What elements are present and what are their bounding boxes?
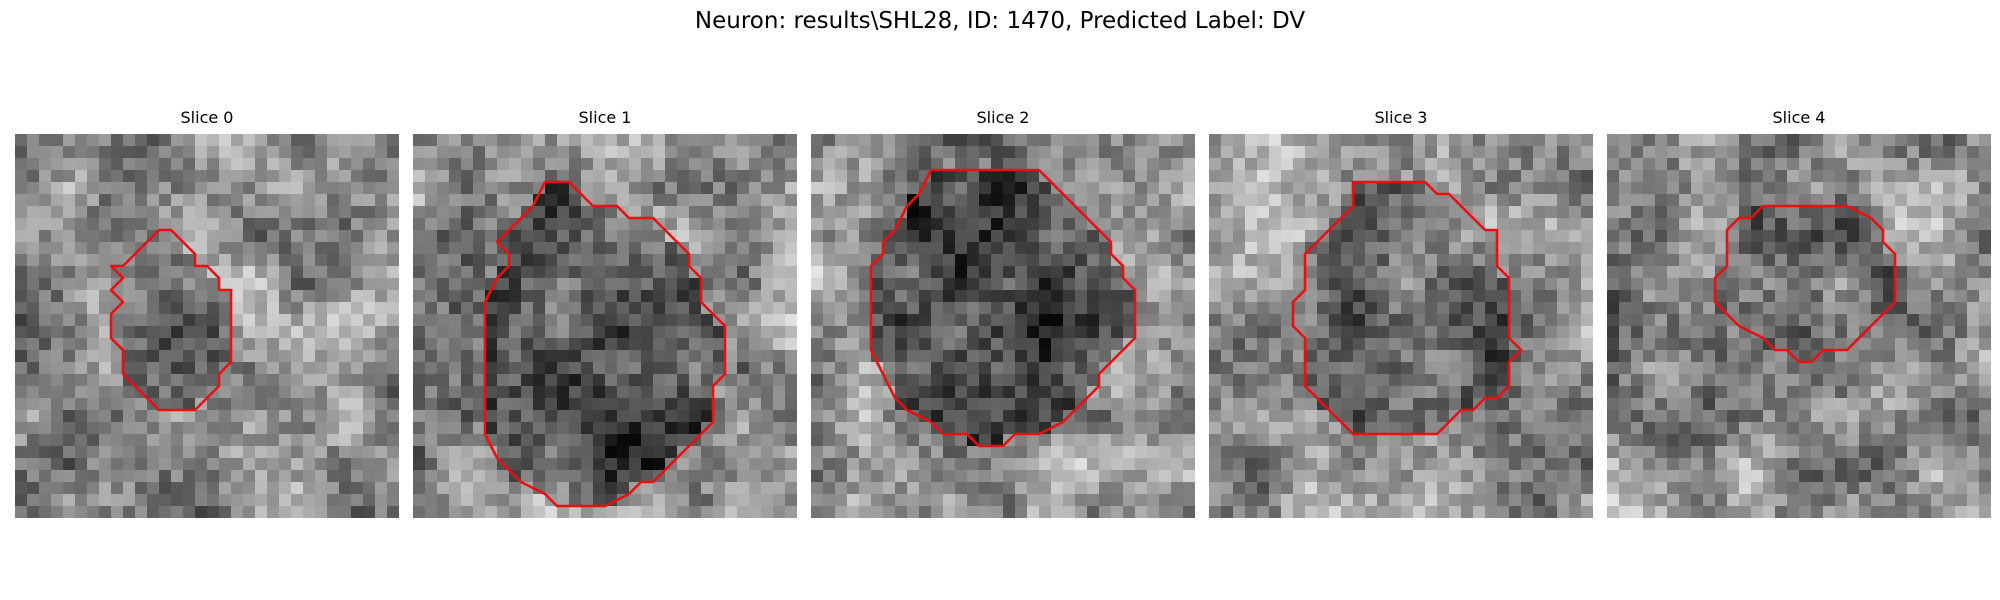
contour-overlay — [109, 228, 233, 412]
slice-title: Slice 0 — [180, 108, 234, 127]
slice-title: Slice 3 — [1374, 108, 1428, 127]
neuron-contour — [109, 228, 233, 412]
neuron-contour — [1291, 180, 1523, 436]
slice-panel-0: Slice 0 — [15, 108, 399, 518]
slice-panel-1: Slice 1 — [413, 108, 797, 518]
contour-overlay — [1713, 204, 1897, 364]
slice-title: Slice 4 — [1772, 108, 1826, 127]
slice-title: Slice 1 — [578, 108, 632, 127]
slice-texture — [15, 134, 399, 518]
slice-panel-4: Slice 4 — [1607, 108, 1991, 518]
slice-texture — [1209, 134, 1593, 518]
slice-image — [15, 134, 399, 518]
slice-panel-2: Slice 2 — [811, 108, 1195, 518]
slice-panel-3: Slice 3 — [1209, 108, 1593, 518]
contour-overlay — [869, 168, 1137, 448]
contour-overlay — [1291, 180, 1523, 436]
neuron-contour — [1713, 204, 1897, 364]
figure-title: Neuron: results\SHL28, ID: 1470, Predict… — [694, 8, 1306, 34]
slice-texture — [811, 134, 1195, 518]
neuron-contour — [483, 180, 727, 508]
slice-image — [413, 134, 797, 518]
slice-image — [1209, 134, 1593, 518]
slice-texture — [1607, 134, 1991, 518]
slice-texture — [413, 134, 797, 518]
slice-title: Slice 2 — [976, 108, 1030, 127]
slice-image — [811, 134, 1195, 518]
contour-overlay — [483, 180, 727, 508]
slice-image — [1607, 134, 1991, 518]
neuron-contour — [869, 168, 1137, 448]
